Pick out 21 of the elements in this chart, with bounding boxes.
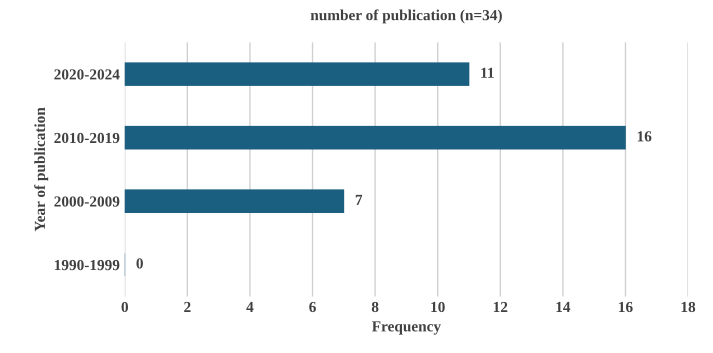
y-tick-label: 2020-2024 (54, 69, 120, 80)
x-tick-label: 14 (556, 302, 570, 312)
data-label: 11 (481, 68, 494, 78)
chart-title: number of publication (n=34) (310, 9, 502, 24)
data-label: 7 (356, 194, 362, 205)
x-tick-label: 16 (619, 302, 633, 312)
x-tick-label: 4 (246, 302, 254, 312)
y-axis-title: Year of publication (34, 107, 48, 232)
x-tick-label: 12 (494, 302, 508, 312)
y-tick-label: 2000-2009 (54, 196, 120, 207)
x-axis-title: Frequency (372, 321, 441, 335)
x-tick-label: 18 (682, 302, 696, 312)
x-tick-label: 10 (431, 302, 445, 312)
data-label: 16 (638, 131, 652, 142)
data-label: 0 (136, 258, 143, 269)
x-tick-label: 0 (122, 302, 128, 312)
x-tick-label: 6 (309, 302, 316, 312)
x-tick-label: 8 (372, 302, 378, 312)
x-tick-label: 2 (184, 302, 191, 312)
y-tick-label: 1990-1999 (54, 260, 120, 270)
y-tick-label: 2010-2019 (54, 132, 120, 144)
